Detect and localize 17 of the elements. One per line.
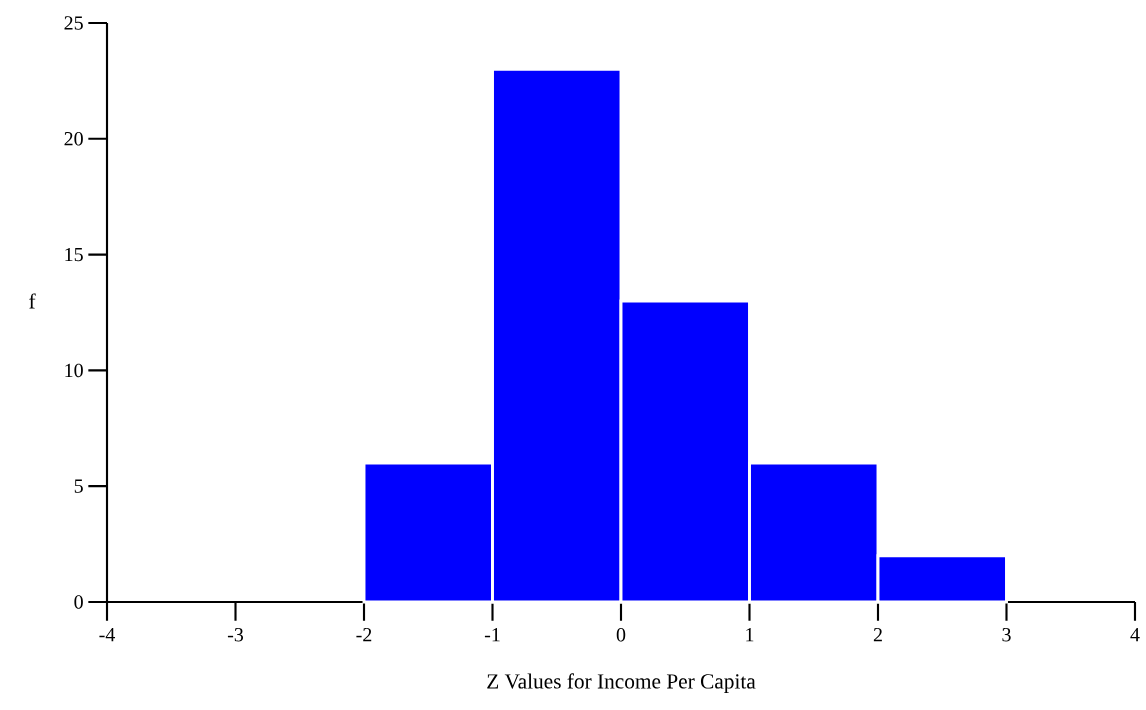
y-tick-label: 5 bbox=[74, 479, 83, 493]
x-tick-label: -2 bbox=[356, 628, 372, 642]
y-tick-label: 15 bbox=[65, 247, 83, 262]
x-tick-label: 3 bbox=[1002, 628, 1011, 642]
x-tick-label: 4 bbox=[1130, 628, 1140, 642]
x-tick-label: -3 bbox=[227, 628, 244, 642]
y-tick-label: 25 bbox=[64, 16, 83, 30]
x-axis-title: Z Values for Income Per Capita bbox=[487, 673, 756, 693]
y-tick-label: 20 bbox=[64, 132, 83, 146]
y-tick-label: 0 bbox=[74, 595, 83, 609]
x-tick-label: 0 bbox=[616, 628, 626, 642]
y-tick-label: 10 bbox=[65, 363, 83, 378]
x-tick-label: -1 bbox=[484, 628, 500, 642]
x-tick-label: 2 bbox=[873, 628, 882, 642]
y-axis-title: f bbox=[29, 293, 36, 309]
x-tick-label: 1 bbox=[746, 628, 754, 642]
x-tick-label: -4 bbox=[99, 628, 116, 642]
